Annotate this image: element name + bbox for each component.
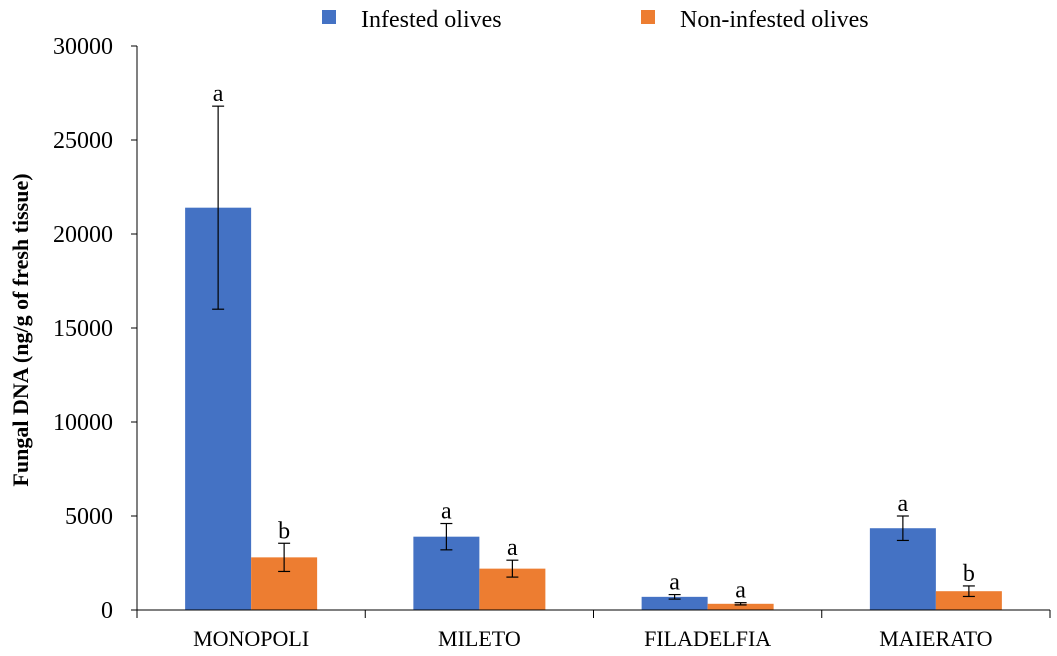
legend-label: Infested olives [361,7,502,33]
significance-letter: b [278,518,290,544]
significance-letter: a [898,491,909,517]
y-tick-label: 25000 [53,128,113,154]
x-tick-label: MAIERATO [879,626,992,651]
y-tick-label: 5000 [65,504,113,530]
axes [136,46,1050,611]
x-tick-label: FILADELFIA [644,626,771,651]
significance-letter: a [213,81,224,107]
significance-letter: a [669,570,680,596]
bars [185,207,1002,610]
y-axis: 0 5000 10000 15000 20000 25000 30000 [53,34,137,624]
legend-swatch [322,10,336,24]
legend: Infested olives Non-infested olives [322,7,869,33]
significance-letter: b [963,561,975,587]
legend-swatch [641,10,655,24]
legend-label: Non-infested olives [680,7,869,33]
bar [869,528,936,610]
bar [935,591,1002,610]
y-tick-label: 10000 [53,410,113,436]
y-axis-label: Fungal DNA (ng/g of fresh tissue) [8,173,33,486]
y-tick-label: 15000 [53,316,113,342]
bar [707,603,774,610]
x-tick-label: MILETO [438,626,521,651]
x-axis: MONOPOLI MILETO FILADELFIA MAIERATO [136,610,1051,651]
significance-letter: a [441,499,452,525]
y-tick-label: 20000 [53,222,113,248]
y-tick-label: 0 [101,598,113,624]
significance-letter: a [735,578,746,604]
x-tick-label: MONOPOLI [193,626,309,651]
error-bars [212,105,975,606]
significance-letter: a [507,535,518,561]
y-tick-label: 30000 [53,34,113,60]
significance-letters: a a a a b a a b [213,81,975,604]
bar [641,596,708,610]
